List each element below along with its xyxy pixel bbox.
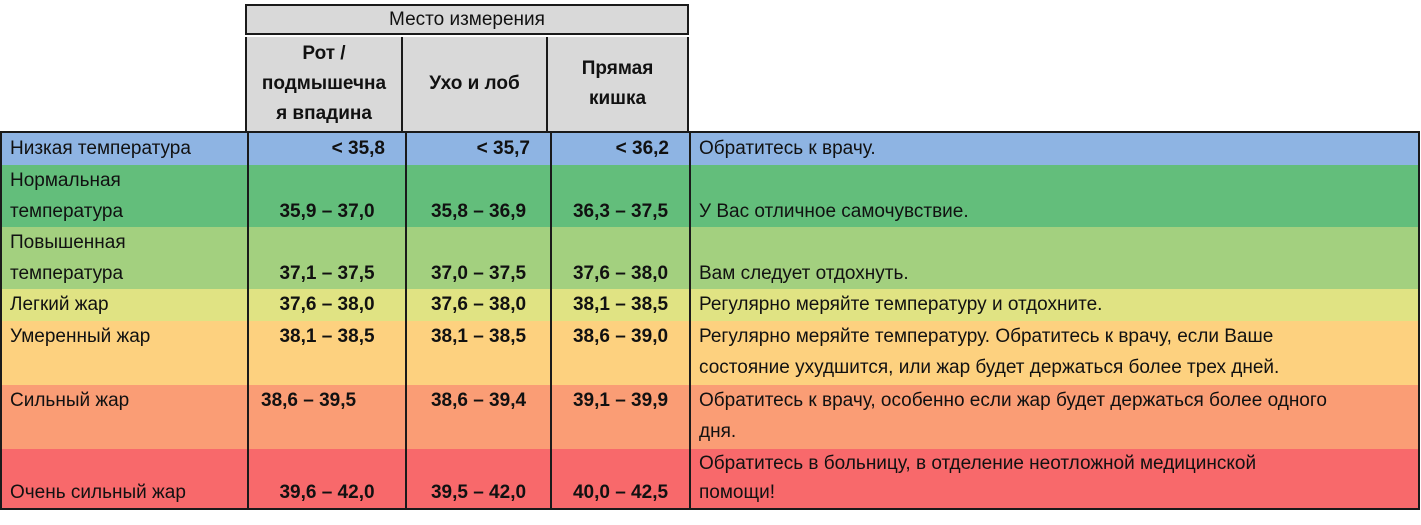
column-header-oral-axillary: Рот / подмышечна я впадина [245,37,403,131]
ear-forehead-value: < 35,7 [405,133,550,165]
recommendation-text: Обратитесь к врачу. [699,138,876,159]
oral-axillary-value: < 35,8 [247,133,405,165]
ear-forehead-value: 38,6 – 39,4 [405,385,550,449]
table-row-elevated-temperature: Повышенная температура 37,1 – 37,5 37,0 … [2,227,1418,289]
measurement-site-title: Место измерения [389,8,545,30]
row-label: Нормальная температура [10,170,124,222]
column-header-ear-forehead: Ухо и лоб [403,37,548,131]
ear-forehead-value: 37,6 – 38,0 [405,289,550,321]
ear-forehead-value: 35,8 – 36,9 [405,165,550,227]
table-row-mild-fever: Легкий жар 37,6 – 38,0 37,6 – 38,0 38,1 … [2,289,1418,321]
row-label: Легкий жар [10,294,109,315]
oral-axillary-value: 38,1 – 38,5 [247,321,405,385]
ear-forehead-value: 39,5 – 42,0 [405,449,550,508]
recommendation-text: Обратитесь к врачу, особенно если жар бу… [699,390,1327,442]
oral-axillary-value: 38,6 – 39,5 [247,385,405,449]
column-header-rectal: Прямая кишка [548,37,689,131]
oral-axillary-value: 37,6 – 38,0 [247,289,405,321]
recommendation-text: Регулярно меряйте температуру и отдохнит… [699,294,1103,315]
recommendation-text: Регулярно меряйте температуру. Обратитес… [699,326,1280,378]
rectal-value: < 36,2 [550,133,691,165]
rectal-value: 39,1 – 39,9 [550,385,691,449]
column-header-oral-axillary-label: Рот / подмышечна я впадина [261,43,387,124]
ear-forehead-value: 38,1 – 38,5 [405,321,550,385]
column-header-rectal-label: Прямая кишка [581,58,654,109]
row-label: Умеренный жар [10,326,151,347]
table-row-moderate-fever: Умеренный жар 38,1 – 38,5 38,1 – 38,5 38… [2,321,1418,385]
row-label: Сильный жар [10,390,130,411]
row-label: Очень сильный жар [10,482,186,503]
table-row-high-fever: Сильный жар 38,6 – 39,5 38,6 – 39,4 39,1… [2,385,1418,449]
ear-forehead-value: 37,0 – 37,5 [405,227,550,289]
rectal-value: 37,6 – 38,0 [550,227,691,289]
row-label: Повышенная температура [10,232,126,284]
table-row-normal-temperature: Нормальная температура 35,9 – 37,0 35,8 … [2,165,1418,227]
oral-axillary-value: 35,9 – 37,0 [247,165,405,227]
measurement-site-header: Место измерения [245,4,689,35]
rectal-value: 38,6 – 39,0 [550,321,691,385]
oral-axillary-value: 37,1 – 37,5 [247,227,405,289]
table-row-very-high-fever: Очень сильный жар 39,6 – 42,0 39,5 – 42,… [2,449,1418,508]
rectal-value: 40,0 – 42,5 [550,449,691,508]
rectal-value: 38,1 – 38,5 [550,289,691,321]
table-row-low-temperature: Низкая температура < 35,8 < 35,7 < 36,2 … [2,133,1418,165]
column-header-ear-forehead-label: Ухо и лоб [429,73,520,94]
temperature-table: Низкая температура < 35,8 < 35,7 < 36,2 … [0,131,1420,510]
recommendation-text: Обратитесь в больницу, в отделение неотл… [699,453,1257,503]
recommendation-text: Вам следует отдохнуть. [699,263,909,284]
oral-axillary-value: 39,6 – 42,0 [247,449,405,508]
rectal-value: 36,3 – 37,5 [550,165,691,227]
row-label: Низкая температура [10,138,191,159]
recommendation-text: У Вас отличное самочувствие. [699,201,969,222]
